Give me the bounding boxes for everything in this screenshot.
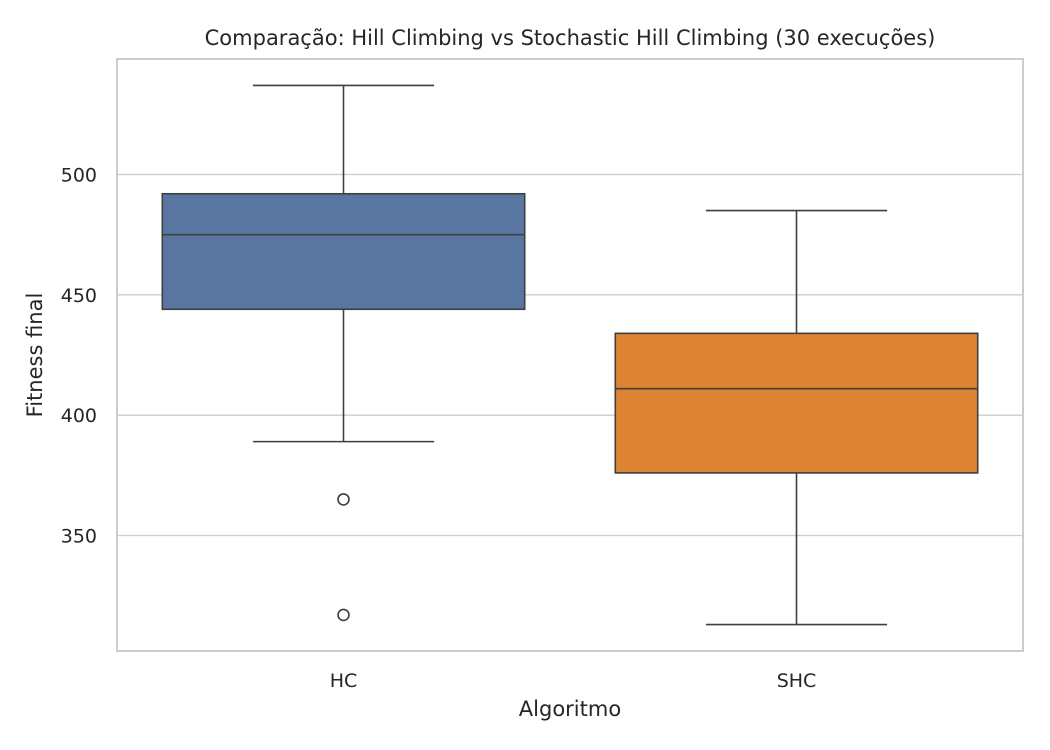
y-tick-label: 350 xyxy=(61,525,97,547)
plot-frame xyxy=(116,58,1024,652)
box-shc xyxy=(614,209,979,626)
outlier-point xyxy=(337,493,350,506)
y-tick-label: 400 xyxy=(61,405,97,427)
box-hc xyxy=(161,84,526,622)
iqr-box xyxy=(614,332,979,474)
y-tick-labels: 350 400 450 500 xyxy=(61,165,97,548)
outlier-point xyxy=(337,608,350,622)
chart-title: Comparação: Hill Climbing vs Stochastic … xyxy=(205,26,936,50)
boxes xyxy=(161,84,979,626)
y-axis-label: Fitness final xyxy=(23,293,47,418)
y-tick-label: 450 xyxy=(61,285,97,307)
x-tick-label: SHC xyxy=(777,670,817,692)
x-axis-label: Algoritmo xyxy=(519,697,621,721)
y-tick-label: 500 xyxy=(61,165,97,187)
x-tick-labels: HC SHC xyxy=(330,670,817,692)
x-tick-label: HC xyxy=(330,670,358,692)
iqr-box xyxy=(161,192,526,311)
